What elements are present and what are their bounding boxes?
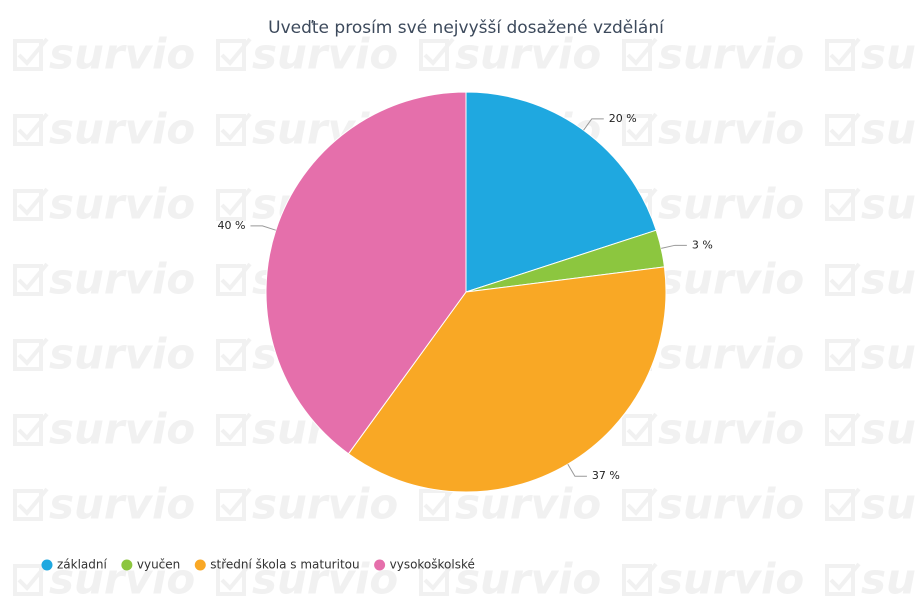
pie: 20 % 3 % 37 % 40 % — [218, 91, 713, 493]
legend-label: střední škola s maturitou — [210, 558, 359, 572]
watermark-text: survio — [861, 105, 915, 154]
pie-slice — [465, 91, 657, 293]
watermark-text: survio — [455, 555, 601, 597]
watermark-icon — [825, 37, 861, 71]
data-label: 37 % — [592, 469, 620, 482]
watermark-text: survio — [658, 105, 804, 154]
legend-marker — [194, 559, 206, 571]
watermark-icon — [13, 37, 49, 71]
watermark-text: survio — [861, 405, 915, 454]
watermark-text: survio — [658, 555, 804, 597]
watermark-icon — [825, 112, 861, 146]
watermark-icon — [825, 412, 861, 446]
watermark-icon — [419, 37, 455, 71]
watermark-text: survio — [49, 180, 195, 229]
legend-marker — [374, 559, 386, 571]
chart-title: Uveďte prosím své nejvyšší dosažené vzdě… — [268, 18, 665, 38]
watermark-icon — [825, 337, 861, 371]
watermark-icon — [825, 262, 861, 296]
watermark-text: survio — [49, 330, 195, 379]
watermark-text: survio — [252, 30, 398, 79]
watermark-text: survio — [658, 480, 804, 529]
legend: základní vyučen střední škola s maturitou v… — [41, 558, 475, 572]
watermark-text: survio — [49, 480, 195, 529]
legend-label: základní — [57, 558, 108, 572]
watermark-text: survio — [49, 405, 195, 454]
data-label: 3 % — [692, 238, 713, 251]
pie-slice — [347, 266, 667, 493]
watermark-text: survio — [658, 330, 804, 379]
watermark-icon — [13, 187, 49, 221]
watermark-icon — [216, 262, 252, 296]
watermark-text: survio — [861, 555, 915, 597]
watermark-text: survio — [658, 405, 804, 454]
watermark-icon — [622, 487, 658, 521]
watermark-text: survio — [49, 555, 195, 597]
data-label: 40 % — [218, 219, 246, 232]
leader-line — [661, 244, 687, 249]
leader-line — [250, 225, 276, 231]
leader-line — [567, 463, 587, 477]
legend-label: vysokoškolské — [390, 558, 475, 572]
watermark-icon — [825, 487, 861, 521]
watermark-icon — [216, 37, 252, 71]
watermark-text: survio — [658, 180, 804, 229]
watermark-text: survio — [455, 30, 601, 79]
watermark-icon — [825, 187, 861, 221]
watermark-icon — [13, 412, 49, 446]
watermark-icon — [216, 412, 252, 446]
watermark-text: survio — [252, 555, 398, 597]
watermark-text: survio — [49, 105, 195, 154]
watermark-icon — [216, 187, 252, 221]
watermark-text: survio — [49, 30, 195, 79]
watermark-icon — [13, 262, 49, 296]
watermark-icon — [216, 562, 252, 596]
watermark-icon — [622, 112, 658, 146]
pie-slice — [265, 91, 467, 455]
watermark-text: survio — [252, 480, 398, 529]
leader-line — [583, 118, 604, 131]
watermark-icon — [622, 562, 658, 596]
watermark-text: survio — [861, 255, 915, 304]
watermark-icon — [13, 337, 49, 371]
watermark-icon — [622, 412, 658, 446]
watermark-icon — [419, 562, 455, 596]
watermark-text: survio — [861, 180, 915, 229]
watermark-text: survio — [49, 255, 195, 304]
watermark-icon — [13, 112, 49, 146]
data-label: 20 % — [609, 112, 637, 125]
watermark-icon — [216, 487, 252, 521]
watermark-icon — [216, 337, 252, 371]
legend-marker — [41, 559, 53, 571]
watermark-icon — [13, 487, 49, 521]
watermark-text: survio — [658, 30, 804, 79]
watermark-text: survio — [861, 30, 915, 79]
watermark-icon — [825, 562, 861, 596]
legend-label: vyučen — [137, 558, 180, 572]
watermark-text: survio — [861, 330, 915, 379]
watermark-icon — [13, 562, 49, 596]
watermark-icon — [419, 487, 455, 521]
legend-marker — [121, 559, 133, 571]
watermark-icon — [216, 112, 252, 146]
watermark-text: survio — [861, 480, 915, 529]
watermark-text: survio — [658, 255, 804, 304]
watermark-icon — [622, 37, 658, 71]
